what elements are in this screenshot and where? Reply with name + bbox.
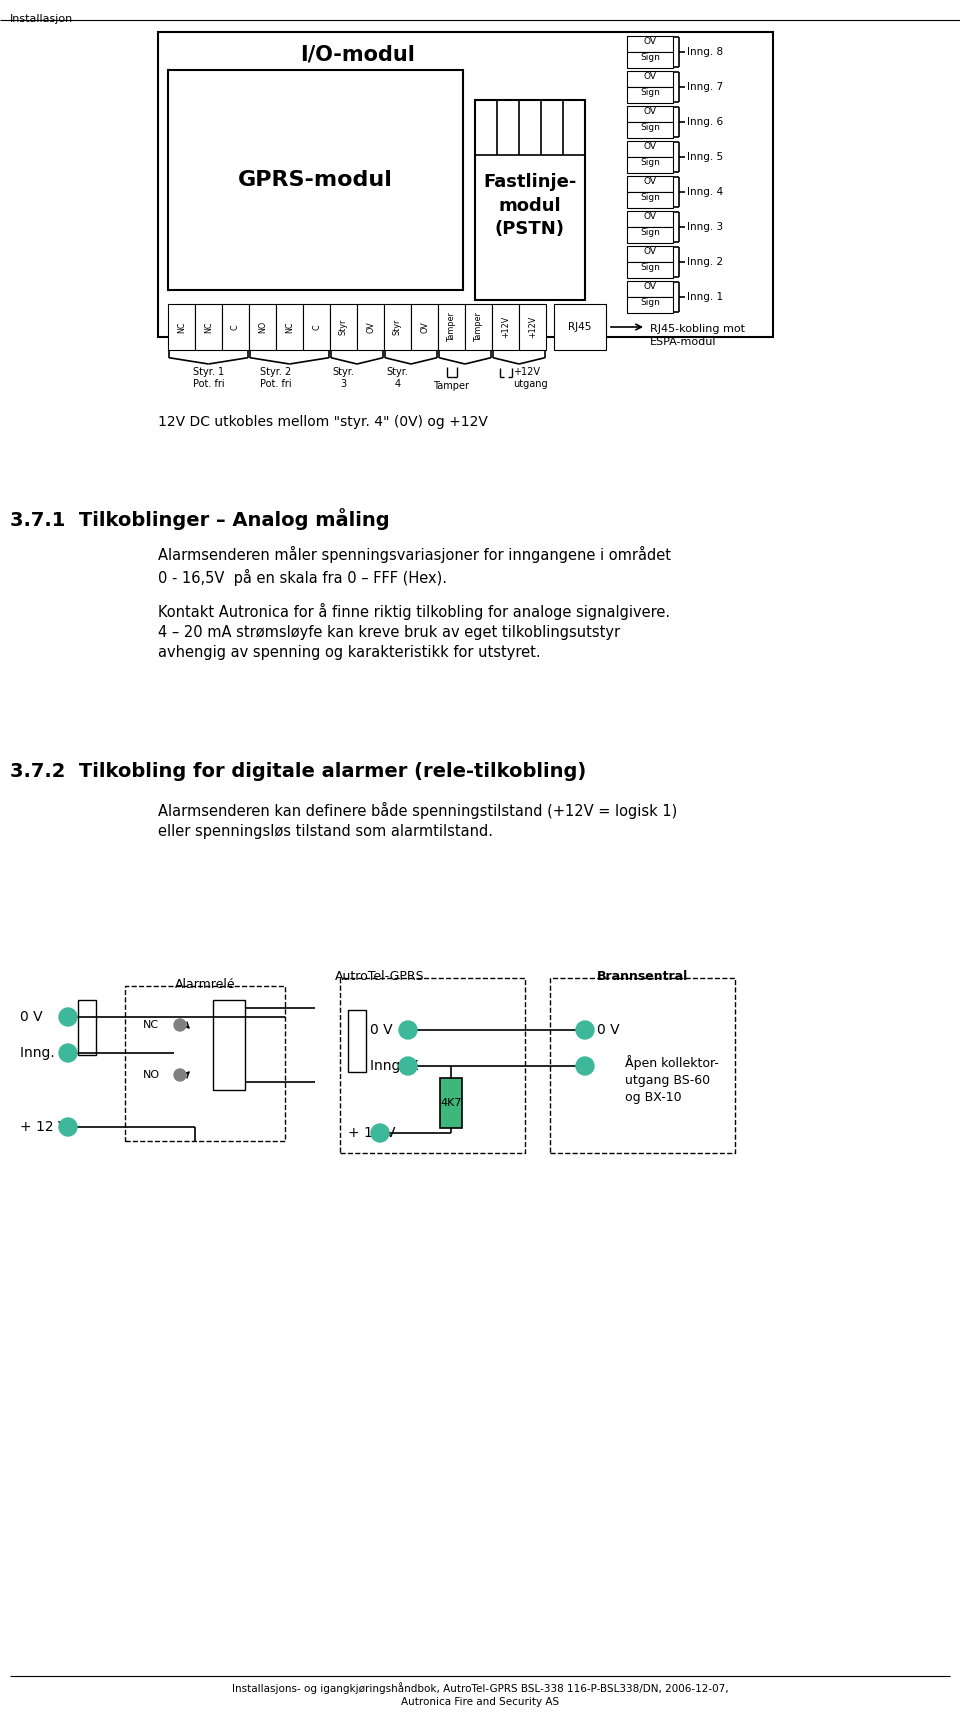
Text: OV: OV	[643, 213, 657, 221]
Text: Inng. 7: Inng. 7	[687, 82, 723, 93]
Text: + 12 V: + 12 V	[20, 1119, 67, 1135]
Text: Inng. X: Inng. X	[370, 1059, 419, 1073]
Text: Pot. fri: Pot. fri	[260, 379, 292, 389]
Bar	[550, 979, 735, 1154]
Bar	[125, 986, 285, 1142]
Bar	[519, 303, 546, 350]
Text: AutroTel-GPRS: AutroTel-GPRS	[335, 970, 425, 984]
Text: Sign: Sign	[640, 87, 660, 98]
Bar	[627, 51, 673, 69]
Bar	[627, 281, 673, 297]
Text: Installasjon: Installasjon	[10, 14, 73, 24]
Text: Tamper: Tamper	[434, 381, 469, 391]
Text: I/O-modul: I/O-modul	[300, 45, 416, 63]
Text: Inng. 4: Inng. 4	[687, 187, 723, 197]
Text: NC: NC	[204, 321, 213, 333]
Bar	[249, 303, 276, 350]
Circle shape	[576, 1058, 594, 1075]
Text: RJ45-kobling mot
ESPA-modul: RJ45-kobling mot ESPA-modul	[650, 324, 745, 348]
Text: Installasjons- og igangkjøringshåndbok, AutroTel-GPRS BSL-338 116-P-BSL338/DN, 2: Installasjons- og igangkjøringshåndbok, …	[231, 1681, 729, 1707]
Bar	[222, 303, 249, 350]
Bar	[627, 226, 673, 243]
Text: 0 V: 0 V	[597, 1023, 619, 1037]
Text: 0 V: 0 V	[20, 1010, 42, 1023]
Text: Sign: Sign	[640, 158, 660, 166]
Bar	[627, 122, 673, 139]
Circle shape	[576, 1022, 594, 1039]
Text: Pot. fri: Pot. fri	[193, 379, 225, 389]
Text: RJ45: RJ45	[568, 322, 591, 333]
Bar	[627, 87, 673, 103]
Text: GPRS-modul: GPRS-modul	[238, 170, 393, 190]
Text: Alarmsenderen måler spenningsvariasjoner for inngangene i området
0 - 16,5V  på : Alarmsenderen måler spenningsvariasjoner…	[158, 547, 671, 586]
Bar	[475, 99, 585, 300]
Text: Inng. 6: Inng. 6	[687, 117, 723, 127]
Text: Inng. 1: Inng. 1	[687, 291, 723, 302]
Text: 0 V: 0 V	[370, 1023, 393, 1037]
Text: Sign: Sign	[640, 228, 660, 237]
Text: Tamper: Tamper	[474, 312, 483, 341]
Bar	[158, 33, 773, 338]
Text: Styr. 1: Styr. 1	[193, 367, 224, 377]
Circle shape	[371, 1124, 389, 1142]
Bar	[78, 999, 96, 1056]
Circle shape	[174, 1020, 186, 1032]
Text: NC: NC	[285, 321, 294, 333]
Text: Åpen kollektor-
utgang BS-60
og BX-10: Åpen kollektor- utgang BS-60 og BX-10	[625, 1056, 719, 1104]
Bar	[627, 36, 673, 51]
Text: OV: OV	[643, 247, 657, 255]
Bar	[627, 158, 673, 173]
Text: Fastlinje-
modul
(PSTN): Fastlinje- modul (PSTN)	[483, 173, 577, 238]
Bar	[276, 303, 303, 350]
Text: Styr.: Styr.	[332, 367, 354, 377]
Text: Styr.: Styr.	[387, 367, 408, 377]
Text: Sign: Sign	[640, 53, 660, 62]
Text: OV: OV	[643, 283, 657, 291]
Circle shape	[59, 1044, 77, 1063]
Bar	[303, 303, 330, 350]
Text: OV: OV	[643, 72, 657, 81]
Text: OV: OV	[643, 106, 657, 117]
Text: Styr. 2: Styr. 2	[260, 367, 292, 377]
Text: Sign: Sign	[640, 298, 660, 307]
Text: Tamper: Tamper	[447, 312, 456, 341]
Text: Sign: Sign	[640, 123, 660, 132]
Bar	[348, 1010, 366, 1071]
Text: +12V: +12V	[501, 315, 510, 338]
Bar	[384, 303, 411, 350]
Text: Inng. 3: Inng. 3	[687, 223, 723, 231]
Bar	[627, 141, 673, 158]
Text: Alarmsenderen kan definere både spenningstilstand (+12V = logisk 1)
eller spenni: Alarmsenderen kan definere både spenning…	[158, 802, 677, 838]
Text: Inng. 5: Inng. 5	[687, 153, 723, 163]
Bar	[627, 106, 673, 122]
Text: Inng. 2: Inng. 2	[687, 257, 723, 267]
Text: Alarmrelé: Alarmrelé	[175, 979, 235, 991]
Bar	[554, 303, 606, 350]
Circle shape	[59, 1008, 77, 1027]
Bar	[492, 303, 519, 350]
Bar	[465, 303, 492, 350]
Bar	[627, 247, 673, 262]
Circle shape	[59, 1118, 77, 1136]
Text: 12V DC utkobles mellom "styr. 4" (0V) og +12V: 12V DC utkobles mellom "styr. 4" (0V) og…	[158, 415, 488, 428]
Text: OV: OV	[420, 321, 429, 333]
Text: OV: OV	[643, 142, 657, 151]
Bar	[357, 303, 384, 350]
Text: 4: 4	[395, 379, 400, 389]
Text: Brannsentral: Brannsentral	[597, 970, 688, 984]
Text: NC: NC	[143, 1020, 159, 1030]
Text: NO: NO	[258, 321, 267, 333]
Bar	[627, 70, 673, 87]
Text: + 12 V: + 12 V	[348, 1126, 396, 1140]
Text: Kontakt Autronica for å finne riktig tilkobling for analoge signalgivere.
4 – 20: Kontakt Autronica for å finne riktig til…	[158, 603, 670, 660]
Text: +12V: +12V	[514, 367, 540, 377]
Text: NC: NC	[177, 321, 186, 333]
Bar	[440, 1078, 462, 1128]
Bar	[411, 303, 438, 350]
Text: OV: OV	[643, 177, 657, 187]
Bar	[168, 70, 463, 290]
Bar	[627, 177, 673, 192]
Text: 4K7: 4K7	[441, 1099, 462, 1107]
Bar	[213, 999, 245, 1090]
Bar	[168, 303, 195, 350]
